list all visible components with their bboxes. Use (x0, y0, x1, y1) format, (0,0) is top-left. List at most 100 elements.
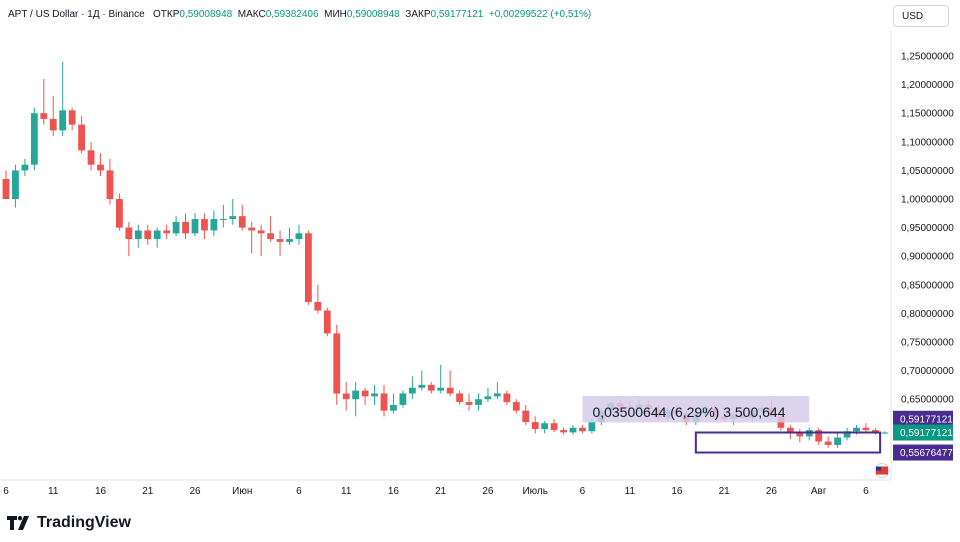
candle-body (796, 433, 804, 437)
candle-body (49, 118, 57, 131)
candle-body (465, 402, 473, 405)
candle-body (21, 164, 29, 171)
candle-body (531, 422, 539, 429)
candle-body (87, 150, 95, 165)
candle-body (97, 164, 104, 171)
tradingview-icon (7, 516, 29, 530)
x-tick-label: 26 (189, 486, 201, 497)
box-bottom-price-label: 0,55676477 (900, 448, 953, 459)
candle-body (371, 393, 378, 397)
x-tick-label: 11 (48, 486, 59, 497)
candle-body (494, 393, 501, 397)
candle-body (12, 170, 19, 199)
y-tick-label: 1,20000000 (901, 80, 954, 91)
candle-body (456, 393, 463, 403)
measure-box (582, 395, 810, 423)
x-tick-label: 21 (435, 486, 447, 497)
candle-body (201, 219, 208, 231)
measure-label: 0,03500644 (6,29%) 3 500,644 (592, 404, 785, 420)
x-tick-label: 16 (671, 486, 683, 497)
tradingview-logo[interactable]: TradingView (7, 514, 131, 532)
close-label: ЗАКР (405, 9, 431, 20)
candle-body (541, 423, 549, 429)
candle-body (512, 402, 520, 411)
brand-name: TradingView (37, 514, 131, 531)
candle-body (579, 427, 586, 432)
change-value: +0,00299522 (+0,51%) (488, 9, 592, 20)
candle-body (834, 437, 841, 445)
candle-body (134, 230, 142, 240)
flag-stripes (876, 466, 888, 475)
candle-body (276, 239, 284, 242)
x-tick-label: 6 (3, 486, 9, 497)
x-tick-label: Июн (232, 486, 252, 497)
candle-body (323, 310, 331, 334)
y-tick-label: 1,00000000 (901, 195, 954, 206)
high-value: 0,59382406 (265, 9, 319, 20)
y-tick-label: 1,15000000 (901, 109, 954, 120)
x-tick-label: 21 (719, 486, 731, 497)
x-tick-label: 16 (95, 486, 107, 497)
candle-body (824, 441, 832, 445)
candle-body (418, 384, 426, 388)
candle-body (210, 219, 218, 231)
candle-body (78, 124, 85, 151)
candle-body (163, 230, 171, 234)
low-label: МИН (324, 9, 347, 20)
x-tick-label: Авг (811, 486, 827, 497)
ohlc-legend: APT / US Dollar · 1Д · Binance ОТКР0,590… (8, 9, 591, 20)
candle-body (314, 301, 322, 311)
y-tick-label: 0,85000000 (901, 280, 954, 291)
candle-body (182, 221, 189, 234)
x-tick-label: 16 (388, 486, 400, 497)
symbol-title[interactable]: APT / US Dollar · 1Д · Binance (8, 9, 145, 20)
candle-body (116, 199, 123, 228)
y-tick-label: 0,70000000 (901, 366, 954, 377)
candle-body (503, 393, 511, 403)
candle-body (40, 113, 48, 119)
candle-body (786, 427, 794, 434)
low-value: 0,59008948 (346, 9, 400, 20)
x-tick-label: 26 (766, 486, 778, 497)
candle-body (238, 216, 246, 228)
candle-body (30, 113, 38, 165)
candle-body (191, 219, 199, 234)
x-tick-label: 11 (341, 486, 352, 497)
candle-body (390, 404, 397, 411)
candle-body (267, 233, 274, 240)
candle-body (843, 431, 851, 438)
candle-body (881, 432, 889, 434)
x-tick-label: 11 (625, 486, 636, 497)
candle-body (853, 427, 860, 432)
candle-body (550, 423, 558, 431)
x-tick-label: 6 (863, 486, 869, 497)
candle-body (569, 427, 577, 433)
x-tick-label: 21 (142, 486, 154, 497)
candle-body (144, 230, 152, 240)
candle-body (333, 333, 341, 394)
high-label: МАКС (237, 9, 266, 20)
candle-body (475, 399, 482, 405)
candle-body (172, 221, 180, 234)
candle-body (286, 239, 293, 242)
x-tick-label: Июль (522, 486, 548, 497)
candle-body (257, 230, 265, 234)
candle-body (427, 384, 435, 391)
candle-body (446, 387, 454, 394)
x-tick-label: 26 (482, 486, 494, 497)
y-tick-label: 0,95000000 (901, 223, 954, 234)
candle-body (248, 227, 256, 231)
candle-body (560, 430, 567, 433)
candle-body (125, 227, 133, 240)
last-price-label: 0,59177121 (900, 414, 953, 425)
open-value: 0,59008948 (179, 9, 233, 20)
y-tick-label: 1,05000000 (901, 166, 954, 177)
candle-body (68, 110, 76, 125)
candle-body (2, 178, 10, 199)
open-label: ОТКР (152, 9, 180, 20)
y-tick-label: 0,65000000 (901, 395, 954, 406)
currency-button[interactable]: USD (893, 5, 949, 27)
candle-body (380, 393, 388, 411)
y-tick-label: 0,90000000 (901, 252, 954, 263)
